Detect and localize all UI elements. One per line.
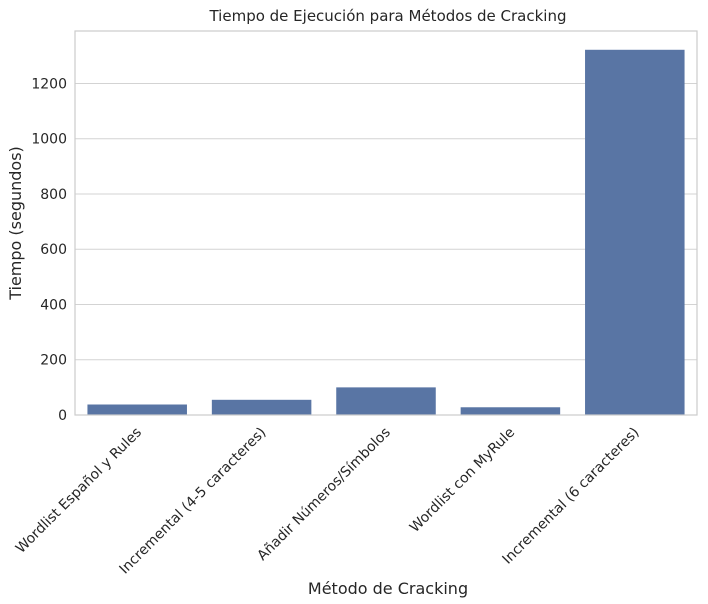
y-tick-label: 1000: [31, 132, 67, 148]
bar: [211, 399, 312, 415]
y-tick-label: 400: [40, 297, 67, 313]
bars: [87, 49, 685, 415]
y-tick-label: 800: [40, 187, 67, 203]
x-tick-label: Wordlist Español y Rules: [13, 425, 145, 557]
y-tick-label: 0: [58, 408, 67, 424]
bar: [336, 387, 436, 415]
x-axis-label: Método de Cracking: [308, 579, 468, 598]
chart-title: Tiempo de Ejecución para Métodos de Crac…: [208, 7, 566, 25]
x-tick-label: Wordlist con MyRule: [407, 425, 518, 536]
y-tick-label: 1200: [31, 76, 67, 92]
x-tick-label: Incremental (4-5 caracteres): [116, 425, 269, 578]
bar: [460, 407, 561, 415]
gridlines: [75, 82, 697, 416]
bar: [87, 404, 187, 415]
y-axis-label: Tiempo (segundos): [6, 146, 25, 301]
x-tick-label: Incremental (6 caracteres): [500, 425, 643, 568]
x-tick-label: Añadir Números/Símbolos: [254, 425, 393, 564]
y-tick-label: 200: [40, 353, 67, 369]
bar: [585, 49, 685, 415]
plot-frame: [74, 30, 698, 416]
y-tick-label: 600: [40, 242, 67, 258]
y-tick-labels: 0 200 400 600 800 1000 1200: [31, 76, 67, 424]
